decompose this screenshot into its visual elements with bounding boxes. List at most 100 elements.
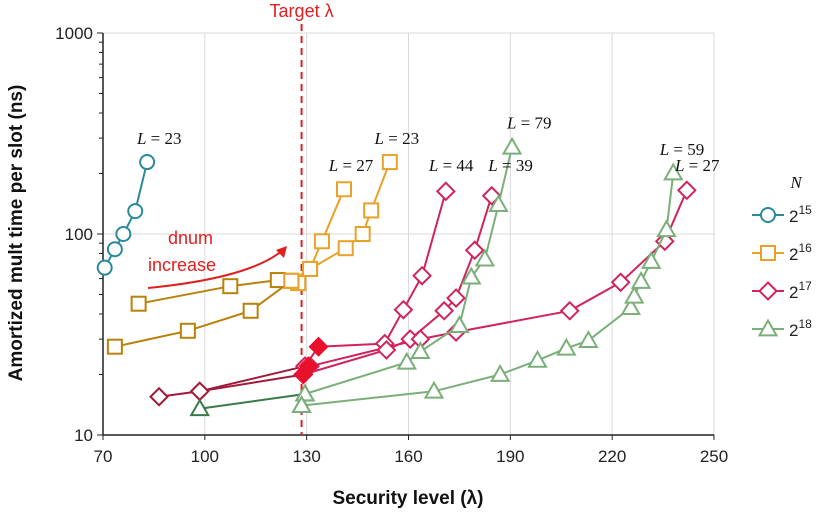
data-point-triangle xyxy=(663,162,684,181)
data-point-square xyxy=(222,278,239,295)
data-point-circle xyxy=(139,154,156,171)
layer-annotation: L = 23 xyxy=(136,129,182,148)
data-point-diamond xyxy=(376,340,397,360)
data-point-triangle xyxy=(556,337,577,356)
data-point-square xyxy=(242,302,259,319)
data-point-triangle xyxy=(578,330,599,348)
data-point-triangle xyxy=(291,395,312,414)
data-point-triangle xyxy=(423,380,445,399)
data-point-circle xyxy=(106,241,123,258)
data-point-diamond xyxy=(412,265,432,286)
series-N-2-17 xyxy=(149,180,697,407)
data-point-triangle xyxy=(527,349,548,368)
x-tick-label: 160 xyxy=(394,447,422,466)
increase-label: increase xyxy=(148,255,216,275)
legend-title: N xyxy=(789,173,803,192)
target-lambda-label: Target λ xyxy=(270,1,334,21)
dnum-arrow-head xyxy=(276,246,287,258)
layer-annotation: L = 59 xyxy=(659,140,705,159)
data-point-triangle xyxy=(410,341,431,359)
y-tick-label: 1000 xyxy=(55,24,93,43)
dnum-label: dnum xyxy=(168,228,213,248)
data-point-triangle xyxy=(656,219,677,238)
data-point-square xyxy=(283,272,300,289)
series-N-2-18 xyxy=(189,136,684,417)
data-point-diamond xyxy=(464,240,485,261)
series-line xyxy=(199,393,306,410)
layer-annotation: L = 79 xyxy=(506,114,552,133)
data-point-diamond xyxy=(676,180,697,201)
layer-annotation: L = 44 xyxy=(428,156,474,175)
data-point-diamond xyxy=(610,272,631,293)
data-point-diamond xyxy=(308,336,329,357)
legend-item: 215 xyxy=(752,203,812,226)
legend-label: 215 xyxy=(789,203,812,226)
data-point-square xyxy=(336,181,353,198)
legend: N 215 216 217 218 xyxy=(752,173,812,340)
data-point-diamond xyxy=(446,288,466,308)
data-point-triangle xyxy=(474,248,496,267)
data-point-triangle xyxy=(396,351,418,370)
data-point-diamond xyxy=(149,386,169,407)
data-point-diamond xyxy=(435,181,456,202)
axes: 10 100 1000 70 100 130 160 190 220 250 xyxy=(55,24,728,466)
series-line xyxy=(199,365,306,393)
data-point-diamond xyxy=(393,299,414,320)
legend-label: 217 xyxy=(789,279,812,302)
layer-annotation: L = 27 xyxy=(674,156,720,175)
data-point-diamond xyxy=(758,281,778,301)
series-line xyxy=(114,279,292,348)
data-point-square xyxy=(269,272,286,289)
data-point-circle xyxy=(96,259,113,276)
data-point-circle xyxy=(115,226,132,242)
data-point-square xyxy=(760,245,776,261)
y-tick-label: 100 xyxy=(65,225,93,244)
layer-annotation: L = 23 xyxy=(374,129,420,148)
dnum-arrow xyxy=(147,249,284,289)
x-tick-label: 250 xyxy=(700,447,728,466)
data-point-triangle xyxy=(488,194,509,213)
data-point-triangle xyxy=(489,363,511,382)
y-axis-title: Amortized mult time per slot (ns) xyxy=(6,85,27,382)
series-N-2-16 xyxy=(106,154,398,355)
data-point-triangle xyxy=(620,297,642,316)
legend-item: 217 xyxy=(752,279,812,302)
x-tick-label: 220 xyxy=(598,447,626,466)
legend-item: 218 xyxy=(752,317,812,340)
data-point-triangle xyxy=(640,250,662,269)
x-axis-title: Security level (λ) xyxy=(332,488,483,509)
legend-label: 216 xyxy=(789,241,812,264)
layer-annotation: L = 39 xyxy=(487,156,533,175)
data-point-square xyxy=(363,202,380,219)
y-tick-label: 10 xyxy=(74,426,93,445)
series-group xyxy=(96,24,697,435)
x-tick-label: 100 xyxy=(191,447,219,466)
data-point-square xyxy=(354,226,371,242)
legend-label: 218 xyxy=(789,317,812,340)
data-point-square xyxy=(337,240,354,257)
data-point-diamond xyxy=(298,356,319,377)
x-tick-label: 70 xyxy=(94,447,113,466)
data-point-triangle xyxy=(461,266,482,285)
data-point-diamond xyxy=(434,300,455,321)
data-point-triangle xyxy=(624,285,645,304)
layer-annotation: L = 27 xyxy=(328,156,374,175)
data-point-square xyxy=(381,154,398,171)
series-N-2-15 xyxy=(96,154,156,276)
data-point-square xyxy=(313,233,330,250)
x-tick-label: 130 xyxy=(292,447,320,466)
data-point-circle xyxy=(760,207,776,223)
data-point-triangle xyxy=(630,271,652,289)
data-point-diamond xyxy=(559,300,580,321)
annotations: Target λL = 23L = 27L = 23L = 44 L = 39L … xyxy=(136,1,720,289)
data-point-square xyxy=(302,260,319,277)
data-point-square xyxy=(179,322,196,339)
data-point-triangle xyxy=(189,398,210,417)
data-point-triangle xyxy=(501,136,523,155)
data-point-square xyxy=(106,338,123,355)
x-tick-label: 190 xyxy=(496,447,524,466)
data-point-square xyxy=(130,295,147,312)
data-point-triangle xyxy=(757,318,779,337)
data-point-circle xyxy=(127,203,144,220)
